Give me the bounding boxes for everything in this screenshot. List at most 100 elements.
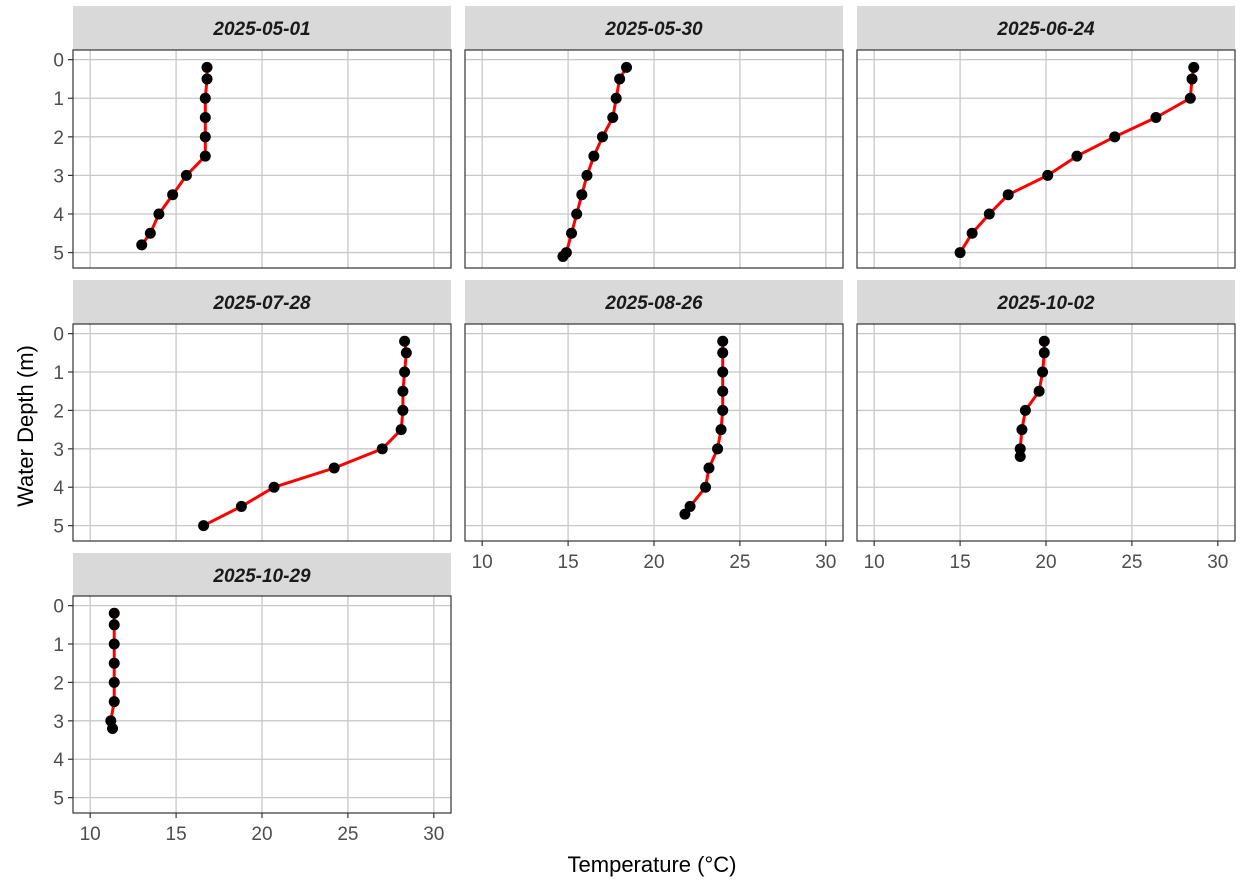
data-point <box>700 481 712 493</box>
panel-border <box>856 49 1236 269</box>
data-point <box>983 208 995 220</box>
data-point <box>153 208 165 220</box>
x-tick-label: 30 <box>815 552 836 573</box>
data-point <box>198 520 210 532</box>
panel-border <box>464 49 844 269</box>
x-tick-label: 25 <box>729 552 750 573</box>
facet-strip <box>465 280 843 324</box>
data-point <box>1042 169 1054 181</box>
y-tick-label: 5 <box>53 244 64 265</box>
data-point <box>588 150 600 162</box>
data-point <box>1038 335 1050 347</box>
facet-strip <box>857 280 1235 324</box>
y-tick-label: 3 <box>53 166 64 187</box>
data-point <box>712 443 724 455</box>
data-point <box>607 112 619 124</box>
x-tick-label: 30 <box>1207 552 1228 573</box>
data-point <box>167 189 179 201</box>
x-tick-label: 30 <box>423 824 444 845</box>
data-point <box>108 619 120 631</box>
data-point <box>596 131 608 143</box>
data-point <box>1186 73 1198 85</box>
data-point <box>1016 424 1028 436</box>
x-tick-label: 15 <box>558 552 579 573</box>
data-point <box>1033 385 1045 397</box>
x-tick-label: 15 <box>950 552 971 573</box>
y-tick-label: 5 <box>53 517 64 538</box>
x-axis-title: Temperature (°C) <box>568 852 737 877</box>
facet-panel: 2025-05-01 0 1 2 3 4 5 <box>53 6 452 269</box>
data-point <box>966 227 978 239</box>
facet-panel: 2025-07-28 0 1 2 3 4 5 <box>53 280 452 542</box>
facet-title: 2025-07-28 <box>212 293 311 314</box>
data-point <box>180 169 192 181</box>
data-point <box>108 657 120 669</box>
y-tick-label: 1 <box>53 363 64 384</box>
data-point <box>376 443 388 455</box>
data-point <box>614 73 626 85</box>
facet-title: 2025-10-02 <box>996 293 1095 314</box>
y-tick-label: 2 <box>53 128 64 149</box>
data-point <box>136 239 148 251</box>
data-point <box>1038 347 1050 359</box>
data-point <box>571 208 583 220</box>
facet-title: 2025-08-26 <box>604 293 703 314</box>
facet-title: 2025-05-30 <box>604 19 703 40</box>
y-tick-label: 2 <box>53 401 64 422</box>
data-point <box>1150 112 1162 124</box>
y-tick-label: 1 <box>53 89 64 110</box>
y-tick-label: 4 <box>53 478 64 499</box>
x-tick-label: 20 <box>251 824 272 845</box>
facet-strip <box>73 553 451 597</box>
y-tick-label: 0 <box>53 597 64 618</box>
data-point <box>400 347 412 359</box>
data-point <box>108 638 120 650</box>
facet-title: 2025-05-01 <box>212 19 310 40</box>
data-point <box>199 150 211 162</box>
data-point <box>108 696 120 708</box>
data-point <box>107 723 119 735</box>
y-tick-label: 0 <box>53 51 64 72</box>
data-point <box>397 385 409 397</box>
y-tick-label: 0 <box>53 325 64 346</box>
data-point <box>268 481 280 493</box>
data-point <box>610 92 622 104</box>
data-point <box>108 607 120 619</box>
data-point <box>1188 61 1200 73</box>
data-point <box>1014 443 1026 455</box>
panel-border <box>72 323 452 542</box>
data-point <box>566 227 578 239</box>
y-tick-label: 4 <box>53 750 64 771</box>
y-tick-label: 4 <box>53 205 64 226</box>
facet-panel: 2025-08-26 10 15 20 25 30 <box>464 280 844 573</box>
data-point <box>108 676 120 688</box>
x-tick-label: 10 <box>472 552 493 573</box>
data-point <box>954 247 966 259</box>
data-point <box>717 347 729 359</box>
x-tick-label: 15 <box>166 824 187 845</box>
facet-panel: 2025-10-02 10 15 20 25 30 <box>856 280 1236 573</box>
data-point <box>715 424 727 436</box>
facet-panel: 2025-06-24 <box>856 6 1236 269</box>
facet-strip <box>73 280 451 324</box>
facet-title: 2025-06-24 <box>996 19 1095 40</box>
data-point <box>717 335 729 347</box>
data-point <box>1071 150 1083 162</box>
facet-strip <box>857 6 1235 50</box>
data-point <box>328 462 340 474</box>
y-tick-label: 1 <box>53 635 64 656</box>
data-point <box>395 424 407 436</box>
data-point <box>1037 366 1049 378</box>
data-point <box>576 189 588 201</box>
data-point <box>397 404 409 416</box>
facet-title: 2025-10-29 <box>212 566 311 587</box>
facet-panel: 2025-05-30 <box>464 6 844 269</box>
facet-strip <box>465 6 843 50</box>
data-point <box>557 250 569 262</box>
data-point <box>1002 189 1014 201</box>
data-point <box>717 404 729 416</box>
data-point <box>199 112 211 124</box>
x-tick-label: 10 <box>80 824 101 845</box>
x-tick-label: 20 <box>643 552 664 573</box>
